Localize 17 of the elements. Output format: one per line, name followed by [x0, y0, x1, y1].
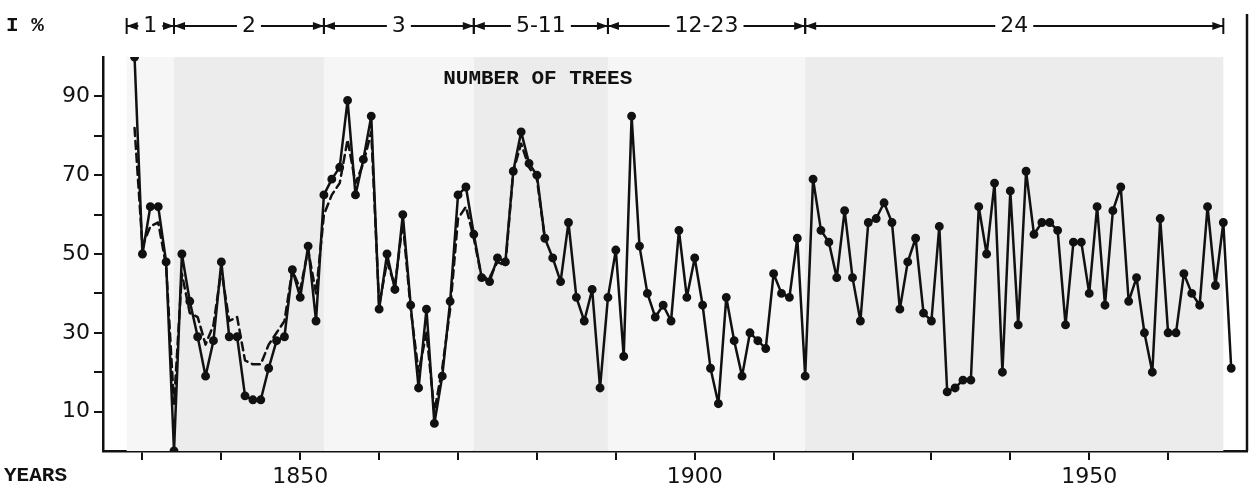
text: NUMBER OF TREES	[443, 67, 633, 91]
y-tick-label: 70	[62, 160, 90, 186]
y-tick-label: 90	[62, 82, 90, 108]
band-label: 5-11	[515, 11, 566, 37]
band-label: 2	[241, 11, 256, 37]
x-tick-label: 1950	[1061, 462, 1118, 488]
band-label: 1	[143, 11, 158, 37]
band-label: 24	[1000, 11, 1029, 37]
band-label: 3	[391, 11, 406, 37]
x-tick-label: 1850	[272, 462, 329, 488]
y-tick-label: 10	[62, 397, 90, 423]
y-tick-label: 30	[62, 318, 90, 344]
band-label: 12-23	[674, 11, 739, 37]
y-axis-title: I %	[6, 14, 45, 38]
y-tick-label: 50	[62, 239, 90, 265]
x-tick-label: 1900	[666, 462, 723, 488]
x-axis-title: YEARS	[4, 463, 68, 487]
